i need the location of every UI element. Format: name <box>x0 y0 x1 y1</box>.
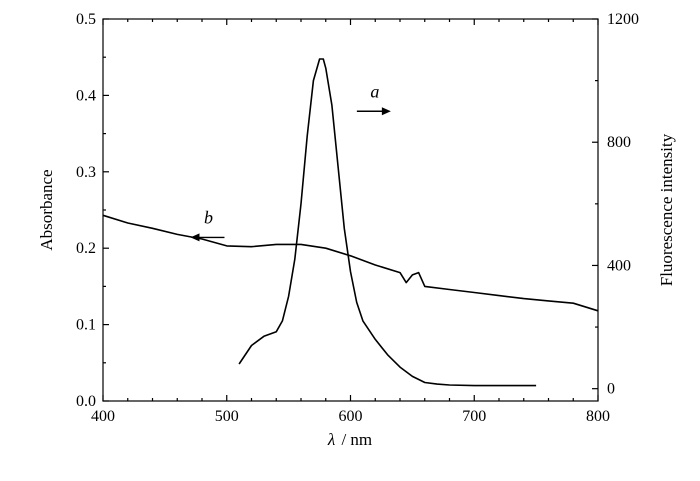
plot-frame <box>102 18 599 402</box>
y-right-tick-label: 400 <box>607 257 631 274</box>
x-tick-label: 800 <box>586 408 610 425</box>
curves-layer <box>102 58 599 387</box>
annotations-layer: ab <box>190 81 391 242</box>
series-line-a <box>238 58 537 387</box>
x-tick-label: 600 <box>339 408 363 425</box>
x-axis-unit: / nm <box>341 430 372 449</box>
x-axis-symbol: λ <box>327 430 335 449</box>
y-left-axis-title: Absorbance <box>37 169 56 250</box>
x-tick-label: 400 <box>91 408 115 425</box>
series-label-a: a <box>370 81 379 101</box>
y-right-tick-label: 1200 <box>607 11 639 28</box>
y-left-tick-label: 0.5 <box>76 11 96 28</box>
y-left-tick-label: 0.2 <box>76 240 96 257</box>
y-left-tick-label: 0.0 <box>76 393 96 410</box>
arrow-head-b <box>190 233 200 242</box>
x-tick-label: 700 <box>462 408 486 425</box>
ticks-layer <box>102 18 599 402</box>
tick-labels-layer: 400 500 600 700 800 0.0 0.1 0.2 0.3 0.4 0.5 0 400 800… <box>76 11 639 425</box>
y-left-tick-label: 0.1 <box>76 317 96 334</box>
y-right-axis-title: Fluorescence intensity <box>657 133 676 286</box>
x-axis-title: λ / nm <box>327 430 372 449</box>
y-left-tick-label: 0.4 <box>76 87 96 104</box>
y-right-tick-label: 0 <box>607 381 615 398</box>
series-label-b: b <box>204 207 213 227</box>
arrow-head-a <box>381 107 391 116</box>
y-right-tick-label: 800 <box>607 134 631 151</box>
x-tick-label: 500 <box>215 408 239 425</box>
y-left-tick-label: 0.3 <box>76 164 96 181</box>
series-line-b <box>102 214 599 312</box>
